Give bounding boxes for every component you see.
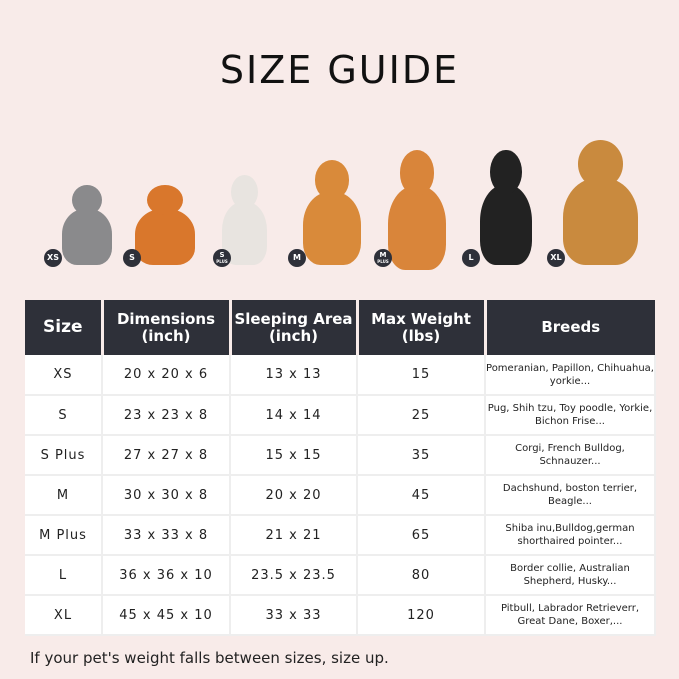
size-badge-plus: PLUS [377,259,389,264]
size-badge: M PLUS [374,249,392,267]
table-cell: 14 x 14 [230,395,358,436]
pet-head [72,185,102,216]
table-cell: 30 x 30 x 8 [102,475,231,516]
table-cell: 25 [357,395,486,436]
table-cell: M [25,475,103,516]
pet-body [303,191,361,265]
size-table: Size Dimensions (inch) Sleeping Area (inch… [25,300,656,636]
table-cell: 45 x 45 x 10 [102,595,231,636]
column-header: Breeds [485,300,655,355]
size-badge: L [462,249,480,267]
pet-body [480,184,532,265]
table-cell: 20 x 20 x 6 [102,355,231,396]
table-cell: 120 [357,595,486,636]
table-cell: 35 [357,435,486,476]
table-row: XS 20 x 20 x 6 13 x 13 15 Pomeranian, Papill… [25,355,656,396]
table-header-row: Size Dimensions (inch) Sleeping Area (inch… [25,300,655,355]
table-cell: XS [25,355,103,396]
table-cell: L [25,555,103,596]
table-cell: 65 [357,515,486,556]
table-cell: S [25,395,103,436]
table-cell: 23 x 23 x 8 [102,395,231,436]
column-header: Max Weight (lbs) [357,300,487,355]
table-row: M 30 x 30 x 8 20 x 20 45 Dachshund, boston t… [25,475,656,516]
table-row: S 23 x 23 x 8 14 x 14 25 Pug, Shih tzu, Toy … [25,395,656,436]
table-cell: Pitbull, Labrador Retrieverr, Great Dane… [485,595,656,636]
pet-image [480,150,532,265]
size-badge: M [288,249,306,267]
size-badge: XL [547,249,565,267]
size-badge-label: S [219,251,225,259]
table-cell: Pomeranian, Papillon, Chihuahua, yorkie.… [485,355,656,396]
table-row: S Plus 27 x 27 x 8 15 x 15 35 Corgi, French … [25,435,656,476]
table-cell: M Plus [25,515,103,556]
table-cell: 27 x 27 x 8 [102,435,231,476]
size-badge-label: M [293,253,301,262]
size-badge-label: XS [47,253,59,262]
table-cell: 36 x 36 x 10 [102,555,231,596]
size-badge: S PLUS [213,249,231,267]
pet-body [62,209,112,265]
table-cell: Shiba inu,Bulldog,german shorthaired poi… [485,515,656,556]
sizing-note: If your pet's weight falls between sizes… [30,649,389,667]
size-badge-label: L [468,253,474,262]
table-cell: 13 x 13 [230,355,358,396]
size-badge-label: M [379,251,387,259]
size-badge: XS [44,249,62,267]
table-cell: S Plus [25,435,103,476]
pet-image [563,140,638,265]
size-badge-plus: PLUS [216,259,228,264]
pet-image [135,185,195,265]
table-cell: 80 [357,555,486,596]
pet-head [231,175,258,210]
size-badge-label: XL [550,253,562,262]
pet-body [563,177,638,265]
table-cell: 33 x 33 x 8 [102,515,231,556]
size-badge: S [123,249,141,267]
table-row: M Plus 33 x 33 x 8 21 x 21 65 Shiba inu,Bull… [25,515,656,556]
table-cell: Border collie, Australian Shepherd, Husk… [485,555,656,596]
pet-head [399,150,435,196]
column-header: Size [25,300,104,355]
table-cell: 15 x 15 [230,435,358,476]
table-row: XL 45 x 45 x 10 33 x 33 120 Pitbull, Labrado… [25,595,656,636]
table-row: L 36 x 36 x 10 23.5 x 23.5 80 Border collie,… [25,555,656,596]
pet-head [314,160,350,200]
pet-head [147,185,183,216]
table-cell: Corgi, French Bulldog, Schnauzer... [485,435,656,476]
table-cell: 15 [357,355,486,396]
column-header: Dimensions (inch) [102,300,232,355]
table-cell: Pug, Shih tzu, Toy poodle, Yorkie, Bicho… [485,395,656,436]
pet-head [578,140,623,188]
table-cell: Dachshund, boston terrier, Beagle... [485,475,656,516]
column-header: Sleeping Area (inch) [230,300,359,355]
pet-head [490,150,522,194]
table-cell: 21 x 21 [230,515,358,556]
pet-image [62,185,112,265]
table-cell: XL [25,595,103,636]
table-cell: 23.5 x 23.5 [230,555,358,596]
pet-body [388,186,446,270]
size-badge-label: S [129,253,135,262]
table-cell: 20 x 20 [230,475,358,516]
pet-body [135,209,195,265]
pet-image [303,160,361,265]
table-cell: 45 [357,475,486,516]
table-cell: 33 x 33 [230,595,358,636]
pet-image [388,150,446,270]
page-title: SIZE GUIDE [219,48,460,92]
